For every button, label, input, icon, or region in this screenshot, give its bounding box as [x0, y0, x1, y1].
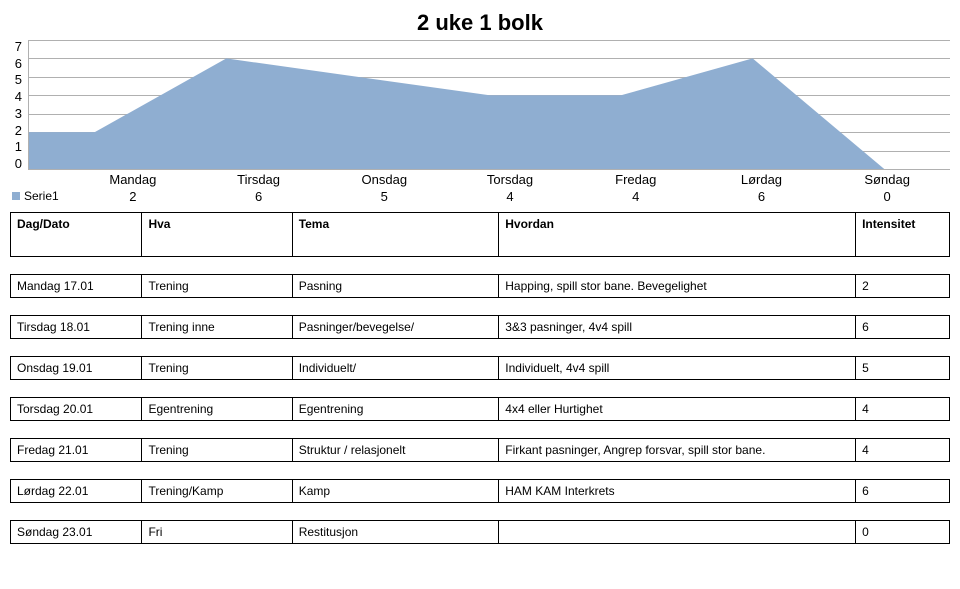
chart-values-row: 2654460 [70, 189, 950, 204]
chart-category-row: MandagTirsdagOnsdagTorsdagFredagLørdagSø… [10, 172, 950, 187]
legend-swatch-icon [12, 192, 20, 200]
cell-dag: Torsdag 20.01 [11, 398, 142, 421]
cell-hvordan: Individuelt, 4v4 spill [499, 357, 856, 380]
page: 2 uke 1 bolk 76543210 MandagTirsdagOnsda… [10, 10, 950, 544]
series-name: Serie1 [24, 189, 59, 203]
chart-legend: Serie1 [10, 189, 70, 204]
cell-hvordan: HAM KAM Interkrets [499, 480, 856, 503]
ytick-label: 6 [10, 57, 22, 70]
cell-hva: Fri [142, 521, 292, 544]
table-row: Mandag 17.01TreningPasningHapping, spill… [11, 275, 950, 298]
cell-dag: Søndag 23.01 [11, 521, 142, 544]
table-row: Tirsdag 18.01Trening innePasninger/beveg… [11, 316, 950, 339]
ytick-label: 5 [10, 73, 22, 86]
table-row: Onsdag 19.01TreningIndividuelt/Individue… [11, 357, 950, 380]
cell-tema: Pasning [292, 275, 499, 298]
ytick-label: 4 [10, 90, 22, 103]
table-row: Torsdag 20.01EgentreningEgentrening4x4 e… [11, 398, 950, 421]
th-hva: Hva [142, 213, 292, 257]
ytick-label: 3 [10, 107, 22, 120]
cell-dag: Mandag 17.01 [11, 275, 142, 298]
table-header-row: Dag/Dato Hva Tema Hvordan Intensitet [11, 213, 950, 257]
chart-wrap: 7 6 5 4 3 2 1 0 [10, 40, 950, 170]
category-label: Mandag [70, 172, 196, 187]
spacer-row [11, 339, 950, 357]
spacer-row [11, 503, 950, 521]
table-row: Lørdag 22.01Trening/KampKampHAM KAM Inte… [11, 480, 950, 503]
ytick-label: 2 [10, 124, 22, 137]
spacer-row [11, 380, 950, 398]
series-value: 6 [699, 189, 825, 204]
th-intensitet: Intensitet [856, 213, 950, 257]
cell-dag: Tirsdag 18.01 [11, 316, 142, 339]
category-label: Tirsdag [196, 172, 322, 187]
ytick-label: 1 [10, 140, 22, 153]
cell-tema: Individuelt/ [292, 357, 499, 380]
chart-title: 2 uke 1 bolk [10, 10, 950, 36]
table-row: Fredag 21.01TreningStruktur / relasjonel… [11, 439, 950, 462]
cell-dag: Fredag 21.01 [11, 439, 142, 462]
category-label: Lørdag [699, 172, 825, 187]
series-value: 2 [70, 189, 196, 204]
chart-categories: MandagTirsdagOnsdagTorsdagFredagLørdagSø… [70, 172, 950, 187]
cell-int: 2 [856, 275, 950, 298]
cell-hvordan [499, 521, 856, 544]
th-hvordan: Hvordan [499, 213, 856, 257]
cell-hva: Trening inne [142, 316, 292, 339]
chart-series-row: Serie1 2654460 [10, 189, 950, 204]
cell-hva: Trening/Kamp [142, 480, 292, 503]
spacer-row [11, 257, 950, 275]
schedule-table: Dag/Dato Hva Tema Hvordan Intensitet Man… [10, 212, 950, 544]
series-value: 6 [196, 189, 322, 204]
cell-dag: Onsdag 19.01 [11, 357, 142, 380]
cell-int: 4 [856, 439, 950, 462]
cell-tema: Struktur / relasjonelt [292, 439, 499, 462]
cell-hva: Trening [142, 275, 292, 298]
ytick-label: 7 [10, 40, 22, 53]
cell-int: 4 [856, 398, 950, 421]
cell-hvordan: 3&3 pasninger, 4v4 spill [499, 316, 856, 339]
cell-tema: Egentrening [292, 398, 499, 421]
series-value: 5 [321, 189, 447, 204]
cell-int: 6 [856, 316, 950, 339]
ytick-label: 0 [10, 157, 22, 170]
category-label: Søndag [824, 172, 950, 187]
table-row: Søndag 23.01FriRestitusjon 0 [11, 521, 950, 544]
cell-hvordan: Happing, spill stor bane. Bevegelighet [499, 275, 856, 298]
category-label: Fredag [573, 172, 699, 187]
th-dag: Dag/Dato [11, 213, 142, 257]
cell-int: 6 [856, 480, 950, 503]
cell-hvordan: Firkant pasninger, Angrep forsvar, spill… [499, 439, 856, 462]
cell-int: 5 [856, 357, 950, 380]
spacer-row [11, 462, 950, 480]
th-tema: Tema [292, 213, 499, 257]
category-label: Torsdag [447, 172, 573, 187]
chart-ylabels: 7 6 5 4 3 2 1 0 [10, 40, 28, 170]
cell-int: 0 [856, 521, 950, 544]
series-value: 4 [573, 189, 699, 204]
cell-dag: Lørdag 22.01 [11, 480, 142, 503]
cell-hva: Trening [142, 439, 292, 462]
cell-hvordan: 4x4 eller Hurtighet [499, 398, 856, 421]
cell-tema: Pasninger/bevegelse/ [292, 316, 499, 339]
spacer-row [11, 421, 950, 439]
chart-spacer [10, 172, 70, 187]
series-value: 4 [447, 189, 573, 204]
cell-hva: Trening [142, 357, 292, 380]
cell-tema: Kamp [292, 480, 499, 503]
cell-tema: Restitusjon [292, 521, 499, 544]
series-value: 0 [824, 189, 950, 204]
cell-hva: Egentrening [142, 398, 292, 421]
area-series [29, 40, 950, 169]
spacer-row [11, 298, 950, 316]
chart-area [28, 40, 950, 170]
category-label: Onsdag [321, 172, 447, 187]
